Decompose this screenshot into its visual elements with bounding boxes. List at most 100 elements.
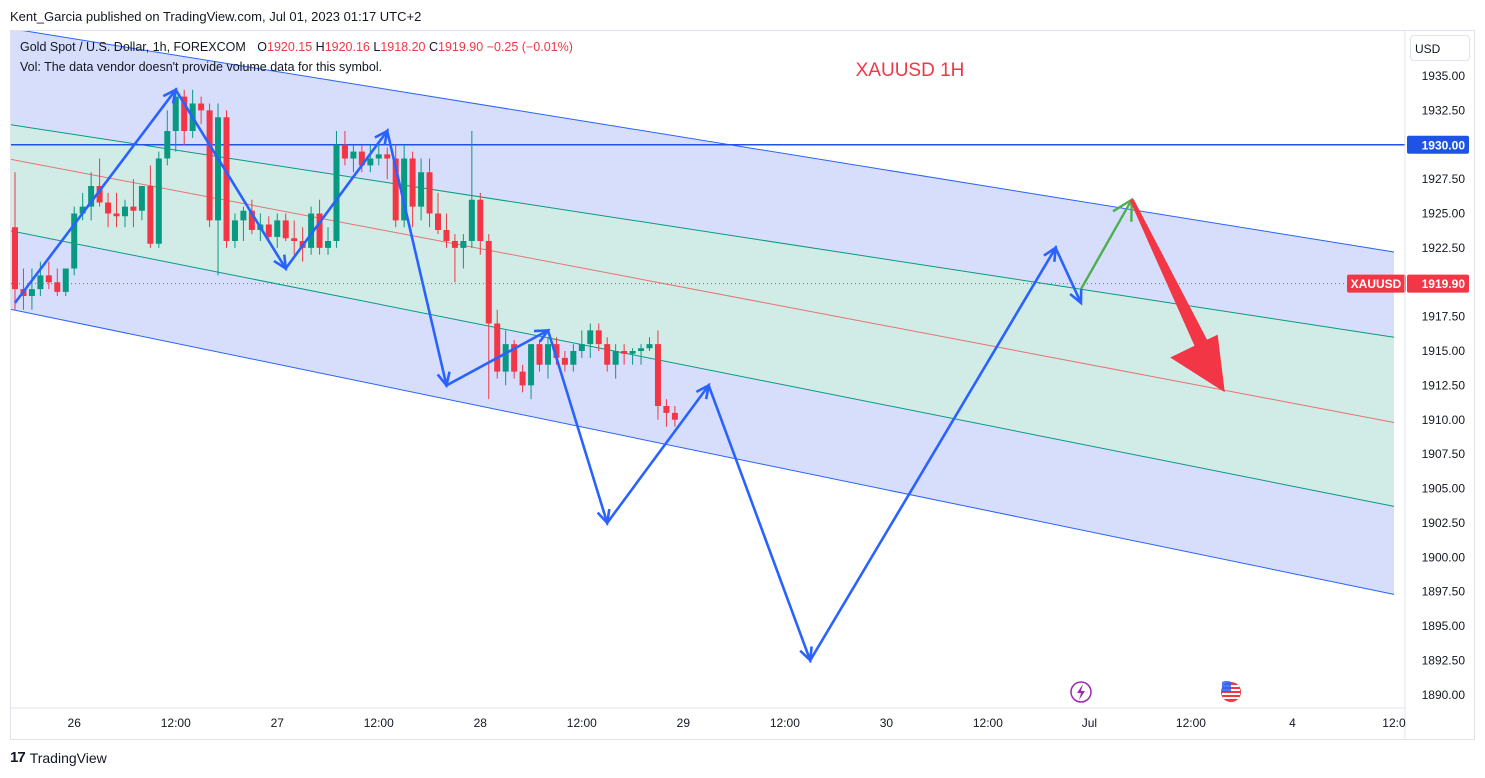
candle[interactable] [45,261,52,290]
lightning-event-icon[interactable] [1070,681,1092,703]
candle[interactable] [350,144,357,173]
candle-body [646,344,653,349]
candle[interactable] [485,234,492,400]
candle[interactable] [646,337,653,351]
candle[interactable] [511,340,518,379]
candle-body [460,241,467,248]
candle[interactable] [409,151,416,228]
tradingview-brand[interactable]: 17 TradingView [10,749,107,766]
candle[interactable] [113,192,120,228]
candle[interactable] [12,172,18,310]
close-value: 1919.90 [438,40,484,54]
candle-body [409,158,416,207]
candle[interactable] [443,213,450,248]
candle-body [401,158,408,221]
candle[interactable] [147,165,154,248]
candle[interactable] [536,340,543,372]
x-tick-label: 27 [271,716,285,730]
candle-body [88,186,95,207]
candle[interactable] [71,206,78,276]
us-flag-event-icon[interactable] [1221,680,1241,702]
candle[interactable] [561,351,568,372]
candle[interactable] [291,220,298,255]
candle[interactable] [587,323,594,358]
candle[interactable] [544,337,551,379]
candle[interactable] [265,216,272,241]
candle[interactable] [341,131,348,166]
candle-body [341,144,348,159]
candle-body [113,213,120,217]
candle[interactable] [88,172,95,221]
candle[interactable] [451,234,458,283]
candle[interactable] [468,131,475,248]
candle[interactable] [164,110,171,166]
bearish-target-arrow[interactable] [1129,198,1225,393]
candle[interactable] [502,330,509,386]
candle[interactable] [570,344,577,372]
candle[interactable] [604,337,611,372]
candle[interactable] [477,192,484,255]
candle[interactable] [384,147,391,180]
candle-body [325,241,332,248]
candle[interactable] [308,206,315,255]
candle[interactable] [629,348,636,365]
candle[interactable] [198,96,205,125]
candle[interactable] [401,144,408,228]
candle[interactable] [54,268,61,297]
candle[interactable] [325,227,332,255]
candle[interactable] [181,89,188,145]
candle[interactable] [460,234,467,269]
candle[interactable] [231,213,238,248]
candle[interactable] [375,144,382,166]
candle[interactable] [392,144,399,228]
x-tick-label: 4 [1289,716,1296,730]
candle-body [561,357,568,365]
candle[interactable] [358,144,365,173]
candle[interactable] [248,199,255,235]
candle[interactable] [654,330,661,420]
candle-body [358,151,365,166]
candle[interactable] [612,344,619,379]
channel-lower-line[interactable] [7,308,1395,595]
candle[interactable] [172,89,179,152]
candle[interactable] [621,344,628,365]
candle[interactable] [671,406,678,427]
candle[interactable] [130,179,137,228]
candle[interactable] [418,158,425,221]
candle[interactable] [105,192,112,228]
candle[interactable] [121,199,128,228]
currency-selector[interactable]: USD [1410,35,1470,61]
candle[interactable] [138,186,145,221]
candle[interactable] [215,103,222,276]
candle[interactable] [223,110,230,248]
candle[interactable] [96,158,103,207]
candle[interactable] [274,213,281,248]
candle[interactable] [316,199,323,255]
candle[interactable] [494,309,501,379]
candle[interactable] [367,144,374,173]
candle-body [223,117,230,241]
candle[interactable] [426,158,433,228]
candle[interactable] [240,206,247,241]
candle[interactable] [28,268,35,310]
candle-body [333,144,340,241]
candle[interactable] [528,344,535,400]
candle[interactable] [282,213,289,242]
candle[interactable] [519,364,526,393]
candle[interactable] [595,323,602,352]
open-value: 1920.15 [267,40,313,54]
candle[interactable] [638,344,645,365]
candle[interactable] [578,330,585,358]
candle[interactable] [155,151,162,248]
candle[interactable] [206,103,213,228]
candle[interactable] [435,192,441,235]
y-tick-label: 1927.50 [1422,172,1466,186]
candle[interactable] [333,131,340,248]
candle[interactable] [79,192,86,221]
candle[interactable] [663,399,670,427]
wave-arrowhead [533,328,551,343]
candle[interactable] [62,268,69,297]
channel-upper-line[interactable] [7,28,1395,253]
projection-arrow[interactable] [1079,199,1133,290]
